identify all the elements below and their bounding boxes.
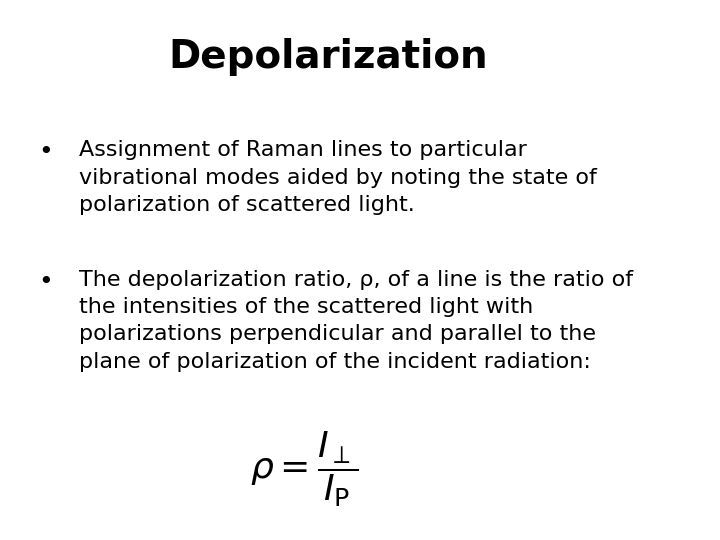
Text: Depolarization: Depolarization <box>168 38 488 76</box>
Text: $\rho = \dfrac{I_{\perp}}{I_{\mathrm{P}}}$: $\rho = \dfrac{I_{\perp}}{I_{\mathrm{P}}… <box>250 430 358 509</box>
Text: •: • <box>39 140 53 164</box>
Text: The depolarization ratio, ρ, of a line is the ratio of
the intensities of the sc: The depolarization ratio, ρ, of a line i… <box>78 270 633 372</box>
Text: Assignment of Raman lines to particular
vibrational modes aided by noting the st: Assignment of Raman lines to particular … <box>78 140 597 215</box>
Text: •: • <box>39 270 53 294</box>
